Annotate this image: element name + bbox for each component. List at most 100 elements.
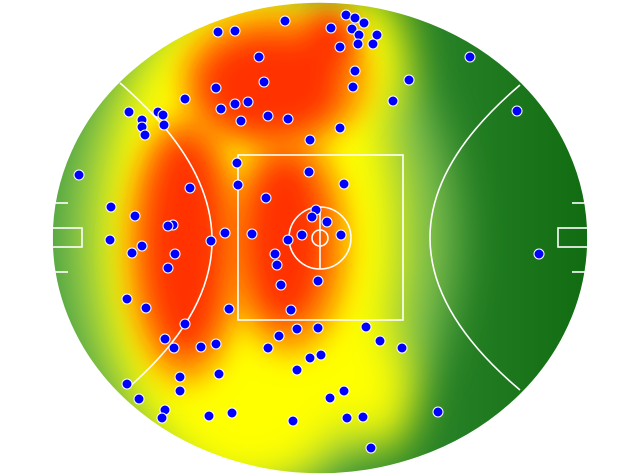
point xyxy=(258,76,270,88)
point xyxy=(262,110,274,122)
point xyxy=(338,178,350,190)
point xyxy=(315,349,327,361)
point xyxy=(229,25,241,37)
point xyxy=(73,169,85,181)
point xyxy=(269,248,281,260)
point xyxy=(304,352,316,364)
point xyxy=(226,407,238,419)
point xyxy=(231,157,243,169)
point xyxy=(179,318,191,330)
point xyxy=(162,262,174,274)
point xyxy=(212,26,224,38)
point xyxy=(232,179,244,191)
point xyxy=(304,134,316,146)
point xyxy=(123,106,135,118)
point xyxy=(104,234,116,246)
point xyxy=(340,9,352,21)
point xyxy=(174,371,186,383)
point xyxy=(306,211,318,223)
point xyxy=(260,192,272,204)
point xyxy=(324,392,336,404)
point xyxy=(291,323,303,335)
point xyxy=(346,23,358,35)
point xyxy=(279,15,291,27)
point xyxy=(396,342,408,354)
point xyxy=(213,368,225,380)
point xyxy=(262,342,274,354)
point xyxy=(246,228,258,240)
point xyxy=(168,342,180,354)
point xyxy=(387,95,399,107)
point xyxy=(374,335,386,347)
point xyxy=(291,364,303,376)
point xyxy=(157,109,169,121)
point xyxy=(219,227,231,239)
point xyxy=(511,105,523,117)
point xyxy=(121,293,133,305)
point xyxy=(349,65,361,77)
point xyxy=(179,93,191,105)
point xyxy=(347,81,359,93)
point xyxy=(121,378,133,390)
point xyxy=(203,410,215,422)
point xyxy=(156,412,168,424)
point xyxy=(321,216,333,228)
point xyxy=(223,303,235,315)
point xyxy=(285,304,297,316)
point xyxy=(357,411,369,423)
point xyxy=(296,229,308,241)
point xyxy=(184,182,196,194)
point xyxy=(195,341,207,353)
point xyxy=(353,29,365,41)
point xyxy=(334,41,346,53)
point xyxy=(334,122,346,134)
point xyxy=(139,129,151,141)
point xyxy=(174,385,186,397)
point xyxy=(215,103,227,115)
point xyxy=(136,240,148,252)
point xyxy=(352,38,364,50)
point xyxy=(229,98,241,110)
point xyxy=(169,248,181,260)
point xyxy=(129,210,141,222)
point xyxy=(349,12,361,24)
point xyxy=(205,235,217,247)
point xyxy=(432,406,444,418)
point xyxy=(133,393,145,405)
point xyxy=(159,333,171,345)
point xyxy=(533,248,545,260)
point xyxy=(312,275,324,287)
field-lines xyxy=(51,1,589,475)
point xyxy=(253,51,265,63)
point xyxy=(365,442,377,454)
point xyxy=(341,412,353,424)
point xyxy=(273,330,285,342)
point xyxy=(371,29,383,41)
point xyxy=(367,38,379,50)
point xyxy=(312,322,324,334)
point xyxy=(338,385,350,397)
point xyxy=(105,201,117,213)
point xyxy=(335,229,347,241)
point xyxy=(303,166,315,178)
point xyxy=(282,113,294,125)
point xyxy=(325,22,337,34)
point xyxy=(282,234,294,246)
point xyxy=(140,302,152,314)
point xyxy=(271,259,283,271)
point xyxy=(235,115,247,127)
point xyxy=(464,51,476,63)
point xyxy=(275,279,287,291)
point xyxy=(162,220,174,232)
point xyxy=(210,82,222,94)
point xyxy=(358,17,370,29)
point xyxy=(242,96,254,108)
point xyxy=(210,338,222,350)
point xyxy=(360,321,372,333)
point xyxy=(403,74,415,86)
point xyxy=(158,119,170,131)
point xyxy=(126,247,138,259)
point xyxy=(287,415,299,427)
